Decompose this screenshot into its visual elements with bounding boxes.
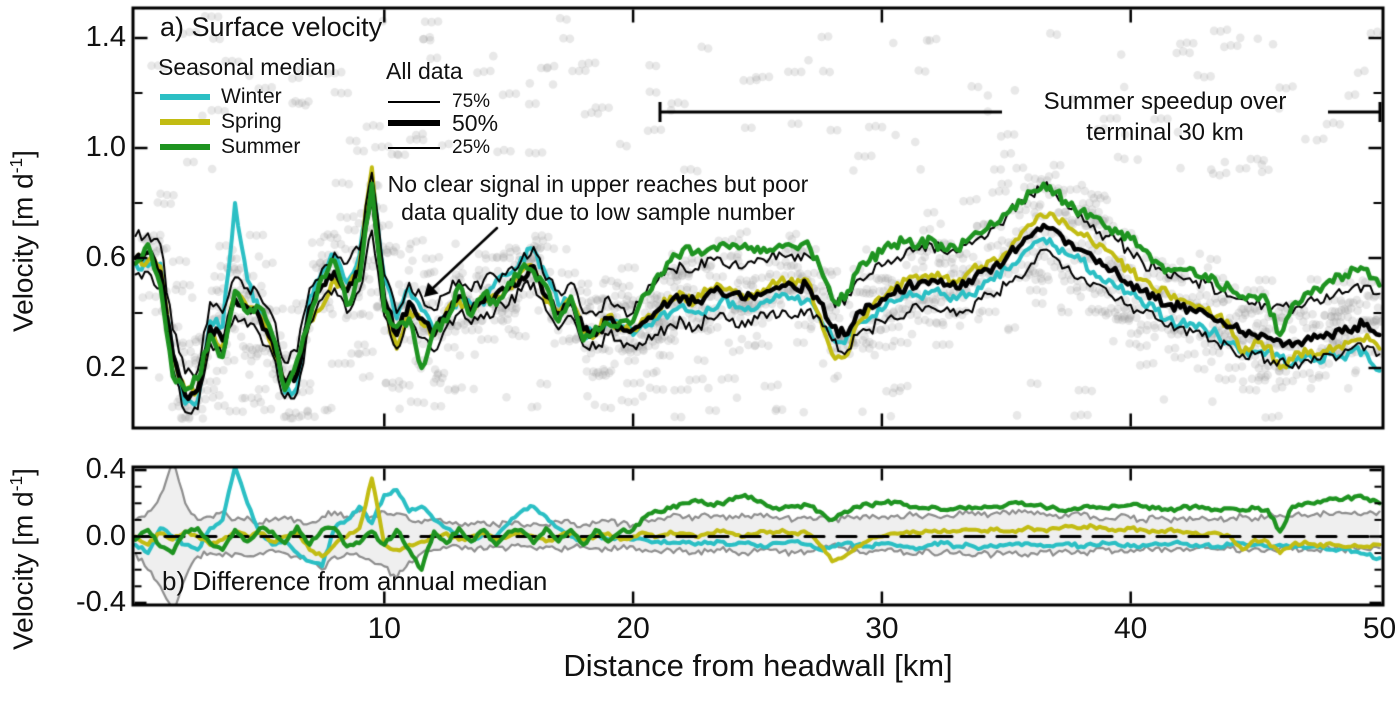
panel-a-y-tick-label: 0.6	[85, 241, 126, 273]
x-tick-label: 50	[1362, 612, 1397, 645]
legend-item-p75: 75%	[388, 91, 490, 113]
panel-b-y-axis-label: Velocity [m d-1]	[6, 468, 39, 650]
x-tick-label: 20	[616, 612, 650, 645]
summer-line-swatch	[160, 144, 210, 150]
panel-a-y-tick-label: 1.4	[85, 21, 126, 53]
panel-a-y-tick-label: 0.2	[85, 351, 126, 383]
ylabel-b-main: Velocity [m d	[7, 491, 39, 650]
legend-alldata-header: All data	[386, 58, 463, 84]
ylabel-a-close: ]	[7, 150, 39, 158]
panel-a-title: a) Surface velocity	[160, 12, 383, 42]
summer-speedup-line1: Summer speedup over	[1043, 88, 1287, 115]
legend-summer-label: Summer	[221, 135, 301, 158]
winter-line-swatch	[160, 94, 210, 100]
panel-b-y-tick-label: -0.4	[76, 585, 126, 618]
summer-speedup-line2: terminal 30 km	[1086, 119, 1244, 146]
legend-item-summer: Summer	[160, 135, 301, 158]
panel-a-y-axis-label: Velocity [m d-1]	[6, 150, 39, 332]
panel-a-y-tick-label: 1.0	[85, 131, 126, 163]
panel-b-y-tick-label: 0.4	[85, 453, 126, 486]
ylabel-a-main: Velocity [m d	[7, 173, 39, 332]
legend-p25-label: 25%	[452, 137, 491, 158]
summer-speedup-label: Summer speedup over terminal 30 km	[1008, 86, 1322, 148]
legend-item-p25: 25%	[388, 137, 490, 159]
legend-p50-label: 50%	[452, 109, 499, 136]
x-tick-label: 30	[865, 612, 899, 645]
spring-line-swatch	[160, 119, 210, 125]
ylabel-b-sup: -1	[6, 475, 26, 492]
panel-b-y-tick-label: 0.0	[85, 519, 126, 552]
x-axis-label: Distance from headwall [km]	[563, 648, 953, 683]
legend-item-winter: Winter	[160, 85, 282, 108]
legend-winter-label: Winter	[221, 85, 282, 108]
x-tick-label: 10	[367, 612, 401, 645]
p25-line-swatch	[388, 147, 440, 149]
ylabel-b-close: ]	[7, 468, 39, 476]
legend-item-spring: Spring	[160, 110, 282, 133]
p75-line-swatch	[388, 101, 440, 103]
panel-b-title: b) Difference from annual median	[162, 566, 548, 596]
annotation-line1: No clear signal in upper reaches but poo…	[387, 171, 809, 197]
x-tick-label: 40	[1114, 612, 1148, 645]
p50-line-swatch	[388, 120, 440, 126]
annotation-upper-reaches: No clear signal in upper reaches but poo…	[372, 170, 824, 226]
ylabel-a-sup: -1	[6, 157, 26, 174]
legend-p75-label: 75%	[452, 91, 491, 112]
annotation-line2: data quality due to low sample number	[401, 199, 795, 225]
legend-item-p50: 50%	[388, 109, 499, 136]
legend-spring-label: Spring	[221, 110, 282, 133]
legend-seasonal-header: Seasonal median	[158, 54, 336, 80]
